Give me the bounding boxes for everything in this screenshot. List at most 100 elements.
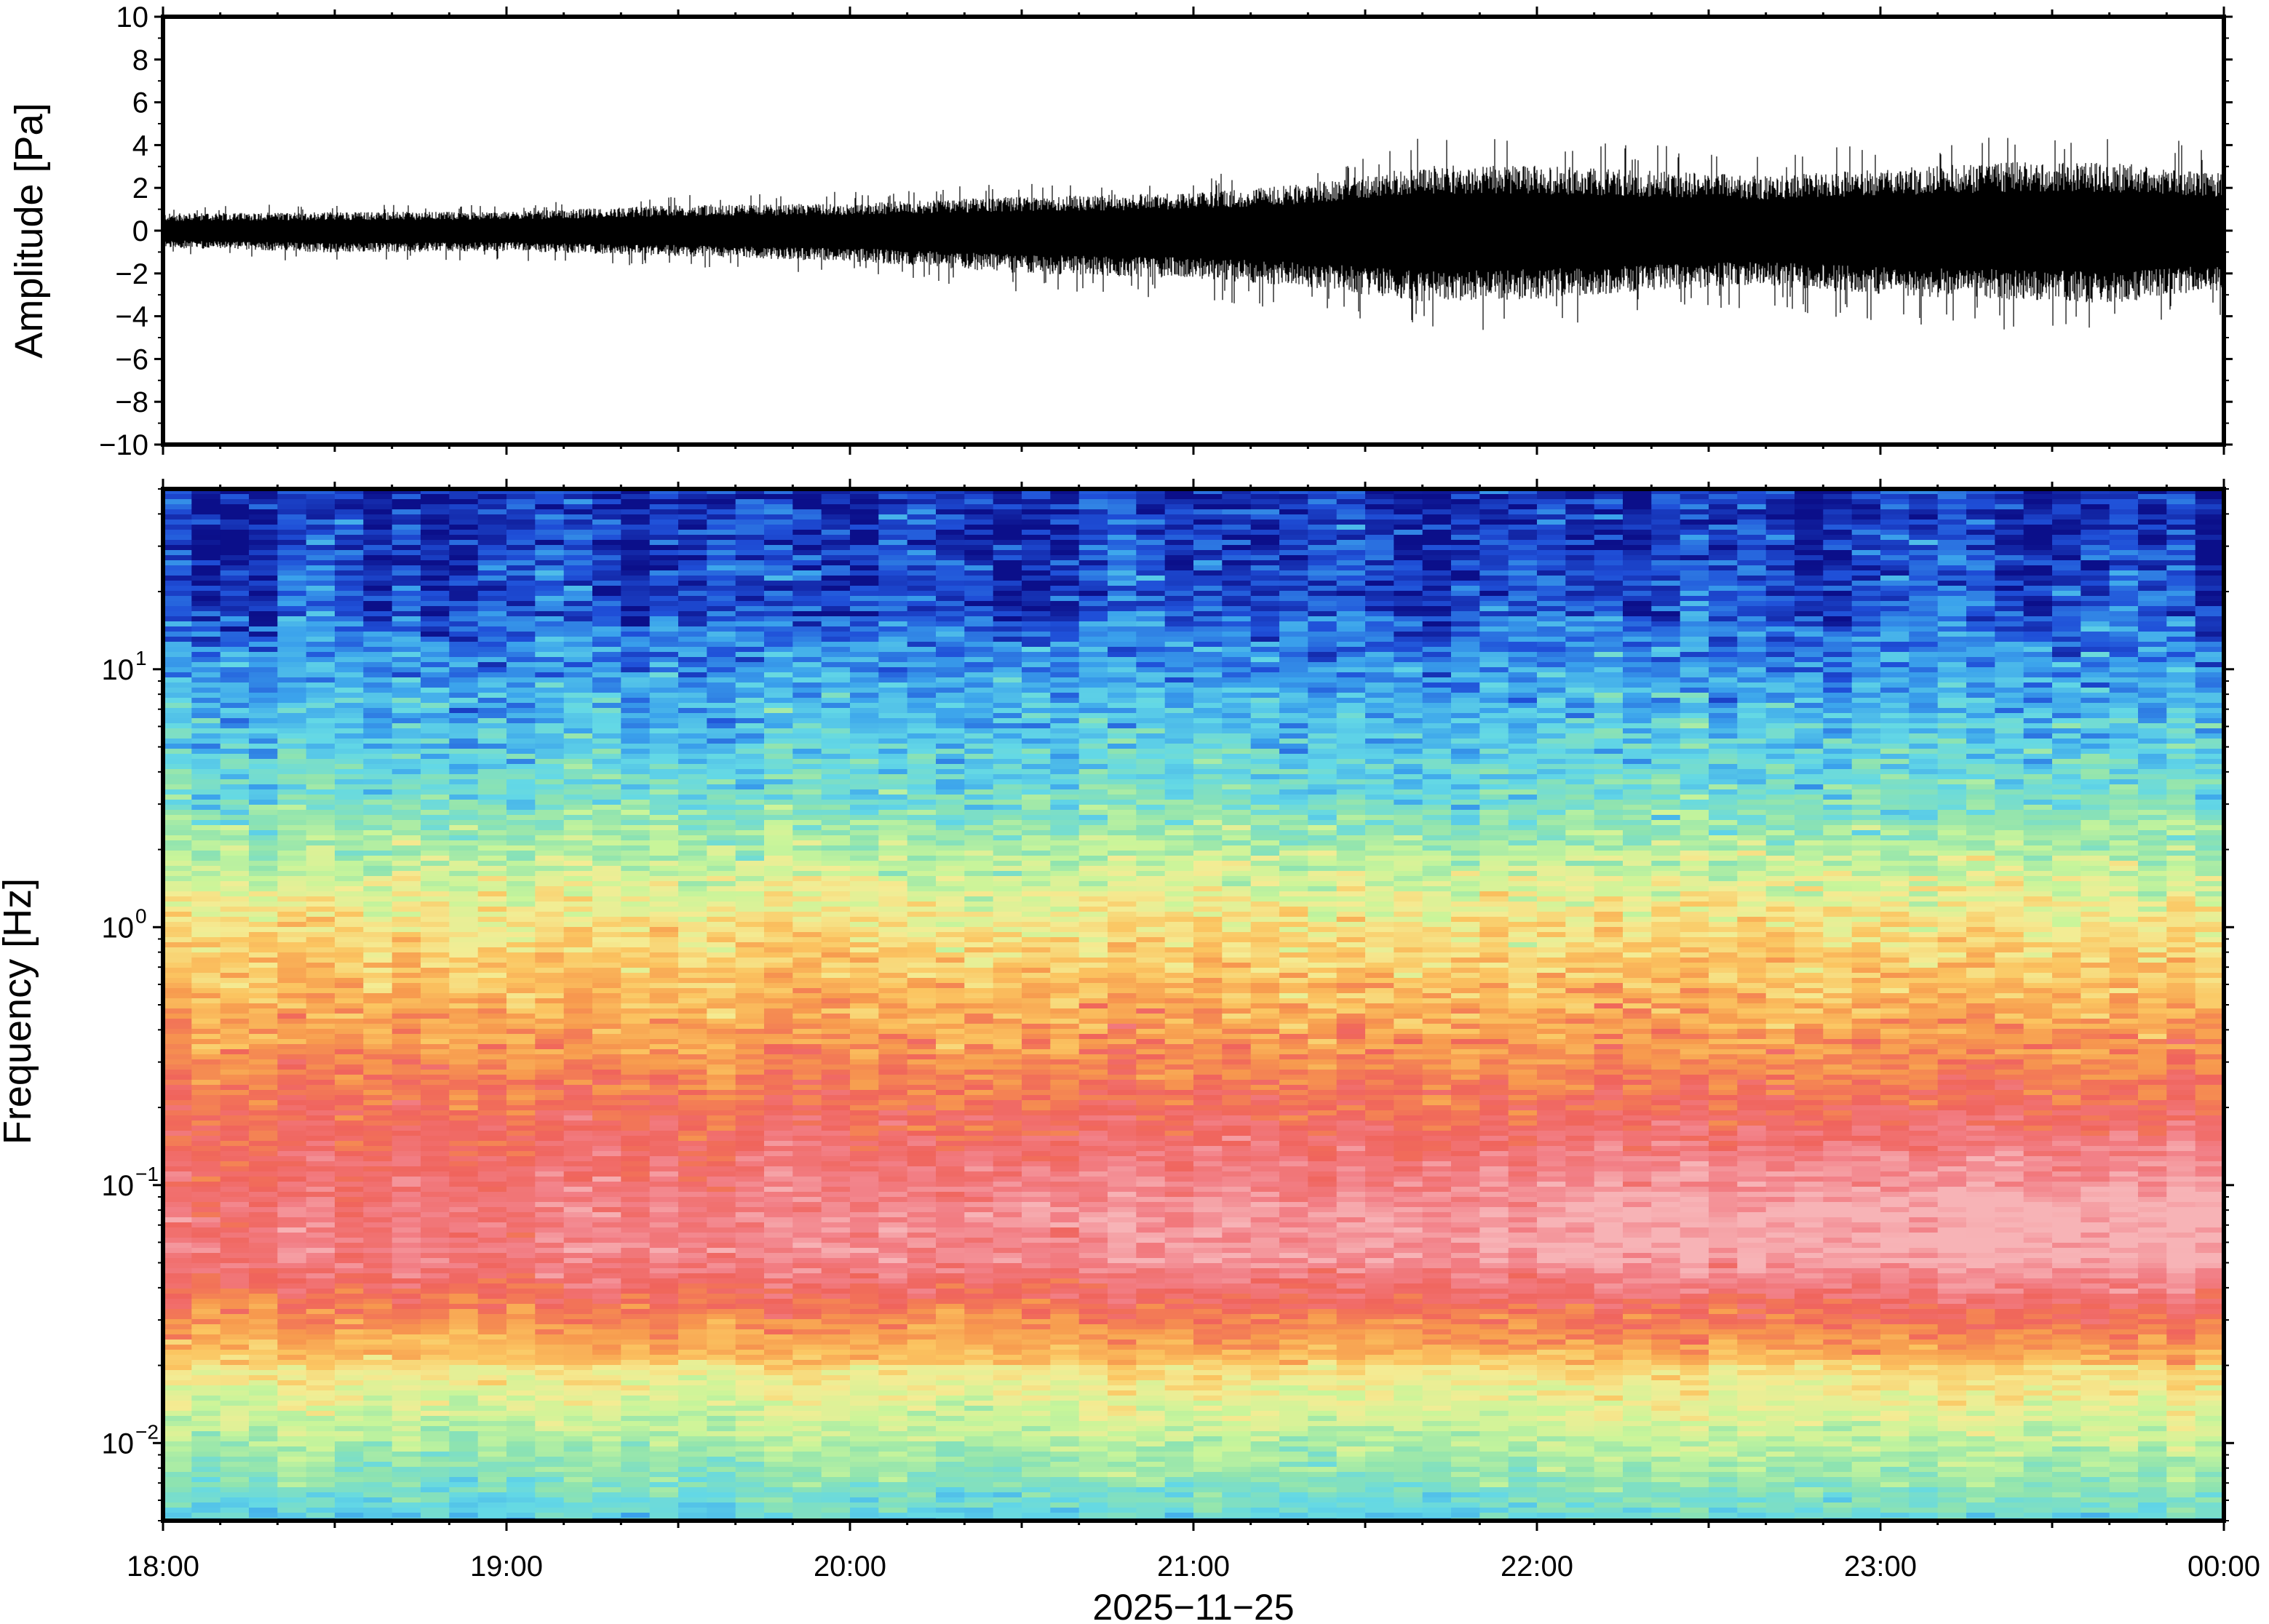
spectrogram-cell <box>335 958 365 963</box>
spectrogram-cell <box>335 769 365 775</box>
spectrogram-cell <box>163 876 193 882</box>
spectrogram-cell <box>449 1187 479 1193</box>
spectrogram-cell <box>535 1390 565 1396</box>
spectrogram-cell <box>649 1141 679 1147</box>
spectrogram-cell <box>621 754 651 760</box>
spectrogram-cell <box>678 733 708 739</box>
spectrogram-cell <box>563 1238 593 1243</box>
spectrogram-cell <box>249 1370 279 1376</box>
spectrogram-cell <box>306 637 335 642</box>
spectrogram-cell <box>621 789 651 795</box>
spectrogram-cell <box>191 1421 221 1427</box>
spectrogram-cell <box>506 1141 536 1147</box>
spectrogram-cell <box>792 642 822 648</box>
spectrogram-cell <box>421 1075 450 1080</box>
spectrogram-cell <box>163 861 193 867</box>
spectrogram-cell <box>764 1350 794 1356</box>
spectrogram-cell <box>249 1095 279 1101</box>
spectrogram-cell <box>477 891 507 897</box>
spectrogram-cell <box>649 1131 679 1137</box>
spectrogram-cell <box>277 1396 307 1401</box>
spectrogram-cell <box>735 1482 765 1488</box>
spectrogram-cell <box>649 927 679 933</box>
spectrogram-cell <box>792 1477 822 1483</box>
spectrogram-cell <box>335 744 365 749</box>
spectrogram-cell <box>163 983 193 989</box>
spectrogram-cell <box>392 1396 421 1401</box>
spectrogram-cell <box>821 1436 851 1442</box>
spectrogram-cell <box>792 1121 822 1126</box>
spectrogram-cell <box>621 952 651 958</box>
spectrogram-cell <box>306 1136 335 1142</box>
spectrogram-cell <box>363 1467 393 1473</box>
spectrogram-cell <box>535 952 565 958</box>
spectrogram-cell <box>506 805 536 811</box>
spectrogram-cell <box>678 1452 708 1457</box>
spectrogram-cell <box>335 1197 365 1203</box>
spectrogram-cell <box>191 998 221 1004</box>
spectrogram-cell <box>306 545 335 551</box>
spectrogram-cell <box>621 499 651 505</box>
spectrogram-cell <box>335 1187 365 1193</box>
spectrogram-cell <box>649 1008 679 1014</box>
spectrogram-cell <box>277 1268 307 1274</box>
spectrogram-cell <box>421 1263 450 1269</box>
spectrogram-cell <box>249 1100 279 1106</box>
spectrogram-cell <box>220 1095 250 1101</box>
spectrogram-cell <box>477 591 507 597</box>
waveform-y-tick-label: −8 <box>115 386 148 418</box>
spectrogram-cell <box>421 739 450 744</box>
spectrogram-cell <box>277 662 307 668</box>
spectrogram-cell <box>220 1192 250 1198</box>
spectrogram-cell <box>335 1212 365 1218</box>
spectrogram-cell <box>477 1070 507 1075</box>
spectrogram-cell <box>163 637 193 642</box>
spectrogram-cell <box>306 1355 335 1361</box>
spectrogram-cell <box>191 693 221 698</box>
spectrogram-cell <box>707 1345 736 1350</box>
spectrogram-cell <box>592 1227 622 1233</box>
spectrogram-cell <box>678 677 708 683</box>
spectrogram-cell <box>249 1192 279 1198</box>
spectrogram-cell <box>449 932 479 938</box>
spectrogram-cell <box>792 1375 822 1381</box>
spectrogram-cell <box>363 866 393 872</box>
spectrogram-cell <box>249 688 279 693</box>
spectrogram-cell <box>191 632 221 637</box>
spectrogram-cell <box>163 1059 193 1065</box>
spectrogram-cell <box>678 611 708 617</box>
spectrogram-cell <box>621 815 651 821</box>
spectrogram-cell <box>535 1227 565 1233</box>
spectrogram-cell <box>735 1075 765 1080</box>
spectrogram-cell <box>592 1014 622 1019</box>
spectrogram-cell <box>649 1426 679 1432</box>
spectrogram-cell <box>535 718 565 724</box>
spectrogram-cell <box>621 1105 651 1111</box>
spectrogram-cell <box>592 1131 622 1137</box>
spectrogram-cell <box>592 845 622 851</box>
spectrogram-cell <box>191 616 221 622</box>
spectrogram-cell <box>220 1513 250 1518</box>
spectrogram-cell <box>449 1233 479 1238</box>
spectrogram-cell <box>191 1085 221 1091</box>
spectrogram-cell <box>163 1166 193 1172</box>
spectrogram-cell <box>735 1340 765 1345</box>
spectrogram-cell <box>821 963 851 968</box>
spectrogram-cell <box>306 856 335 861</box>
spectrogram-cell <box>477 1136 507 1142</box>
spectrogram-cell <box>707 759 736 765</box>
spectrogram-cell <box>592 840 622 846</box>
spectrogram-cell <box>563 774 593 780</box>
spectrogram-cell <box>506 703 536 709</box>
spectrogram-cell <box>649 1217 679 1223</box>
spectrogram-cell <box>249 795 279 800</box>
spectrogram-cell <box>707 514 736 520</box>
spectrogram-cell <box>592 601 622 607</box>
spectrogram-cell <box>792 1080 822 1086</box>
spectrogram-cell <box>363 632 393 637</box>
spectrogram-cell <box>592 1446 622 1452</box>
spectrogram-cell <box>449 703 479 709</box>
spectrogram-cell <box>707 1497 736 1503</box>
spectrogram-cell <box>335 1166 365 1172</box>
spectrogram-cell <box>249 840 279 846</box>
